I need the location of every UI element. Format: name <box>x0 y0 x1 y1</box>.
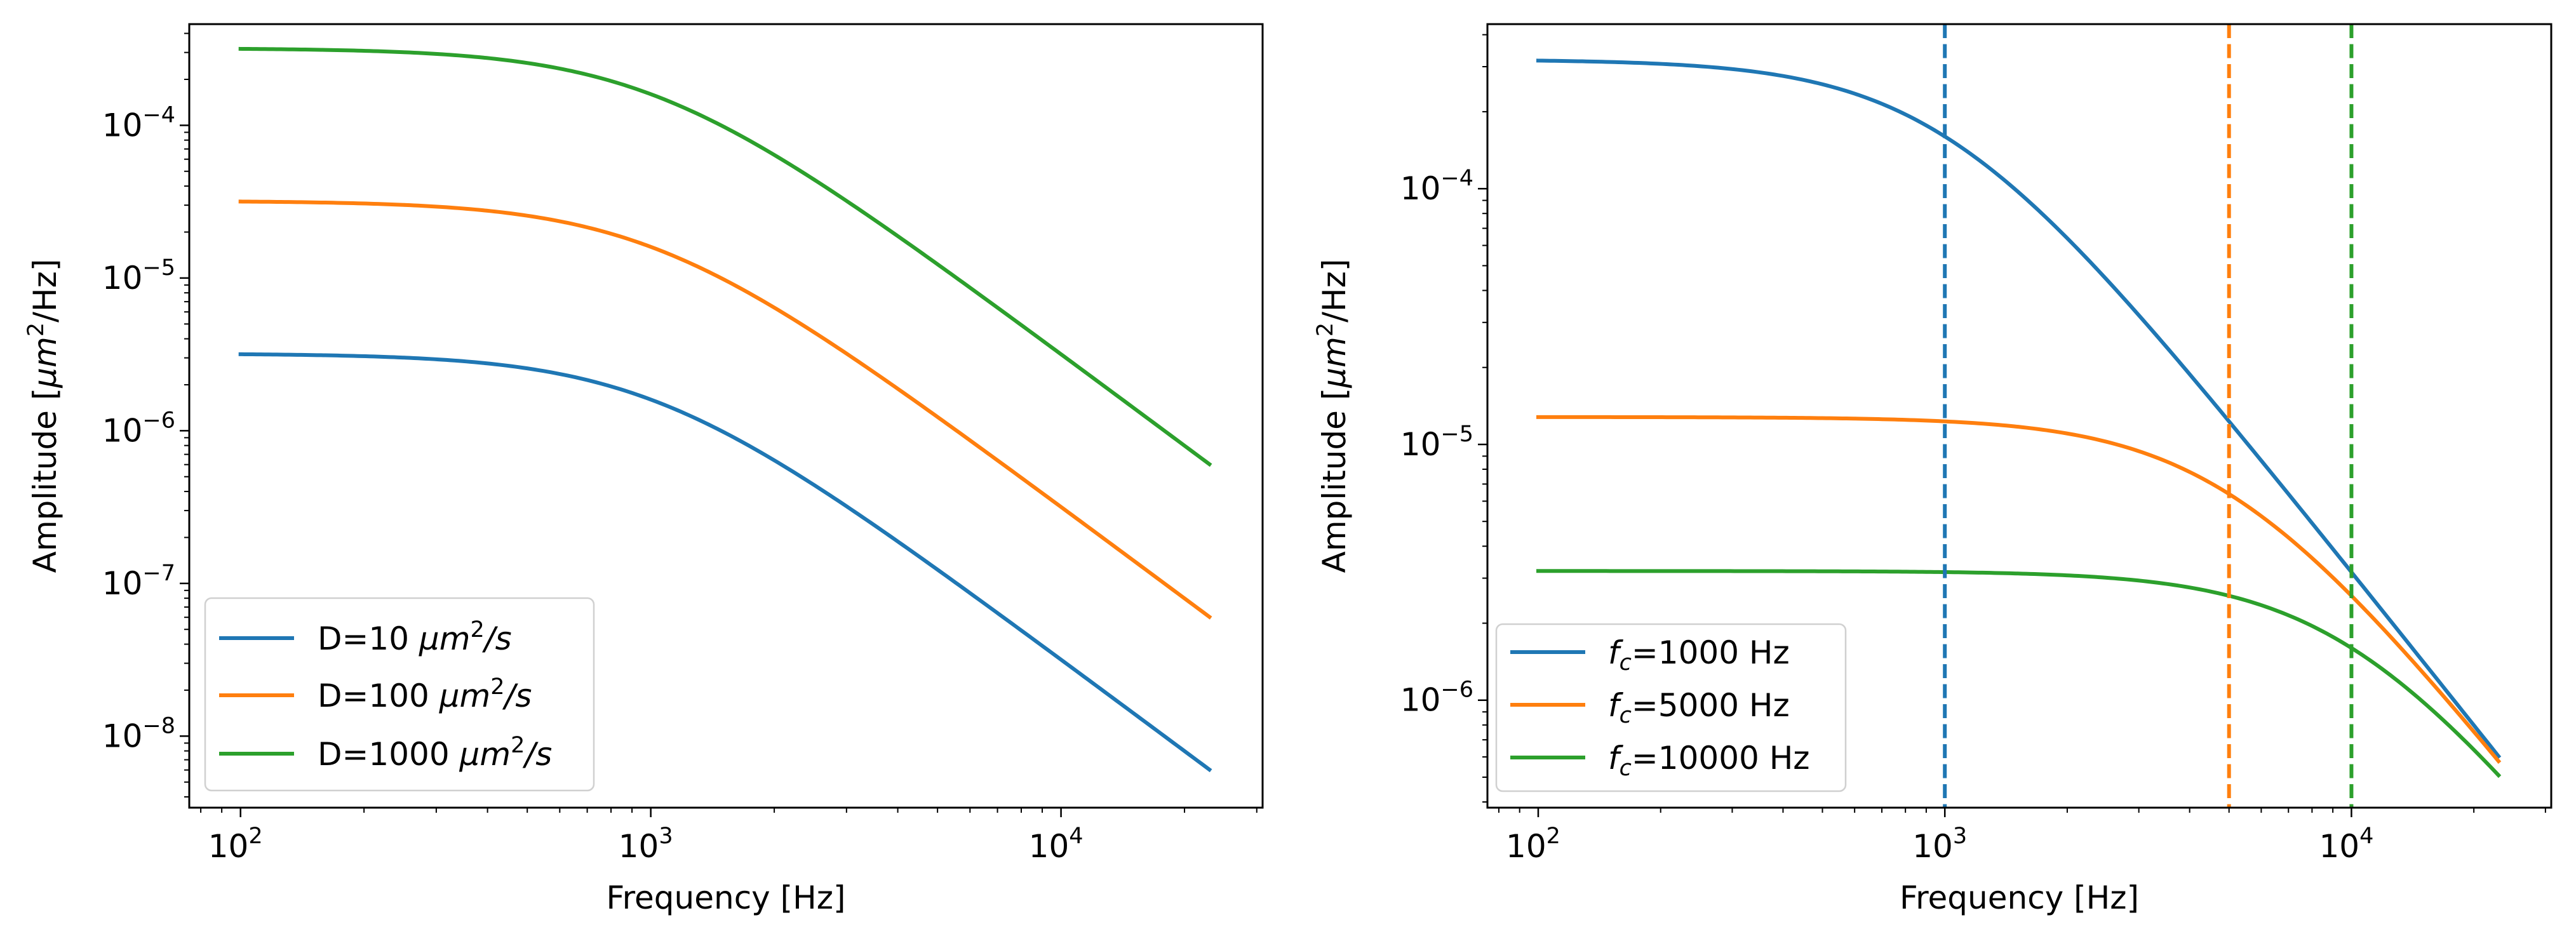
x-tick-label: 103 <box>619 824 673 865</box>
legend-entry: fc=5000 Hz <box>1608 687 1790 728</box>
series-line-3 <box>238 46 1212 467</box>
x-tick-label: 102 <box>208 824 263 865</box>
plot-frame <box>188 23 1264 809</box>
legend-box <box>1495 623 1847 792</box>
legend-entry: D=100 μm2/s <box>318 674 532 714</box>
series-line-1 <box>238 352 1212 773</box>
y-tick-label: 10−5 <box>102 255 175 297</box>
y-tick-label: 10−4 <box>102 102 175 143</box>
plot-area <box>1536 24 2502 808</box>
series-line-1 <box>1536 58 2502 759</box>
series-line-2 <box>1536 415 2502 764</box>
plot-frame <box>1486 23 2553 809</box>
y-tick-label: 10−7 <box>102 561 175 602</box>
legend: fc=1000 Hz fc=5000 Hz fc=10000 Hz <box>1495 623 1847 792</box>
y-tick-label: 10−5 <box>1400 422 1473 463</box>
chart-panel-1: 102 103 104 10−8 10−7 10−6 10−5 10−4 Frequency [… <box>23 23 1264 916</box>
y-axis-label: Amplitude [μm2/Hz] <box>1313 259 1353 573</box>
y-tick-label: 10−4 <box>1400 166 1473 207</box>
y-tick-label: 10−6 <box>102 408 175 449</box>
legend-entry: fc=1000 Hz <box>1608 634 1790 676</box>
legend-entry: D=10 μm2/s <box>318 617 512 657</box>
x-tick-label: 104 <box>2319 824 2373 865</box>
x-axis-label: Frequency [Hz] <box>606 879 845 916</box>
y-tick-label: 10−6 <box>1400 677 1473 719</box>
x-tick-label: 103 <box>1912 824 1967 865</box>
y-tick-label: 10−8 <box>102 713 175 754</box>
chart-panel-2: 102 103 104 10−6 10−5 10−4 Frequency [Hz] Ampli… <box>1313 23 2553 916</box>
x-tick-label: 102 <box>1506 824 1560 865</box>
legend-entry: D=1000 μm2/s <box>318 733 552 773</box>
plot-area <box>238 46 1212 773</box>
legend-entry: fc=10000 Hz <box>1608 740 1810 781</box>
legend: D=10 μm2/s D=100 μm2/s D=1000 μm2/s <box>204 597 595 792</box>
y-axis-label: Amplitude [μm2/Hz] <box>23 259 64 573</box>
x-tick-label: 104 <box>1029 824 1083 865</box>
series-line-2 <box>238 199 1212 620</box>
legend-box <box>204 597 595 792</box>
x-axis-label: Frequency [Hz] <box>1900 879 2139 916</box>
series-line-3 <box>1536 569 2502 778</box>
